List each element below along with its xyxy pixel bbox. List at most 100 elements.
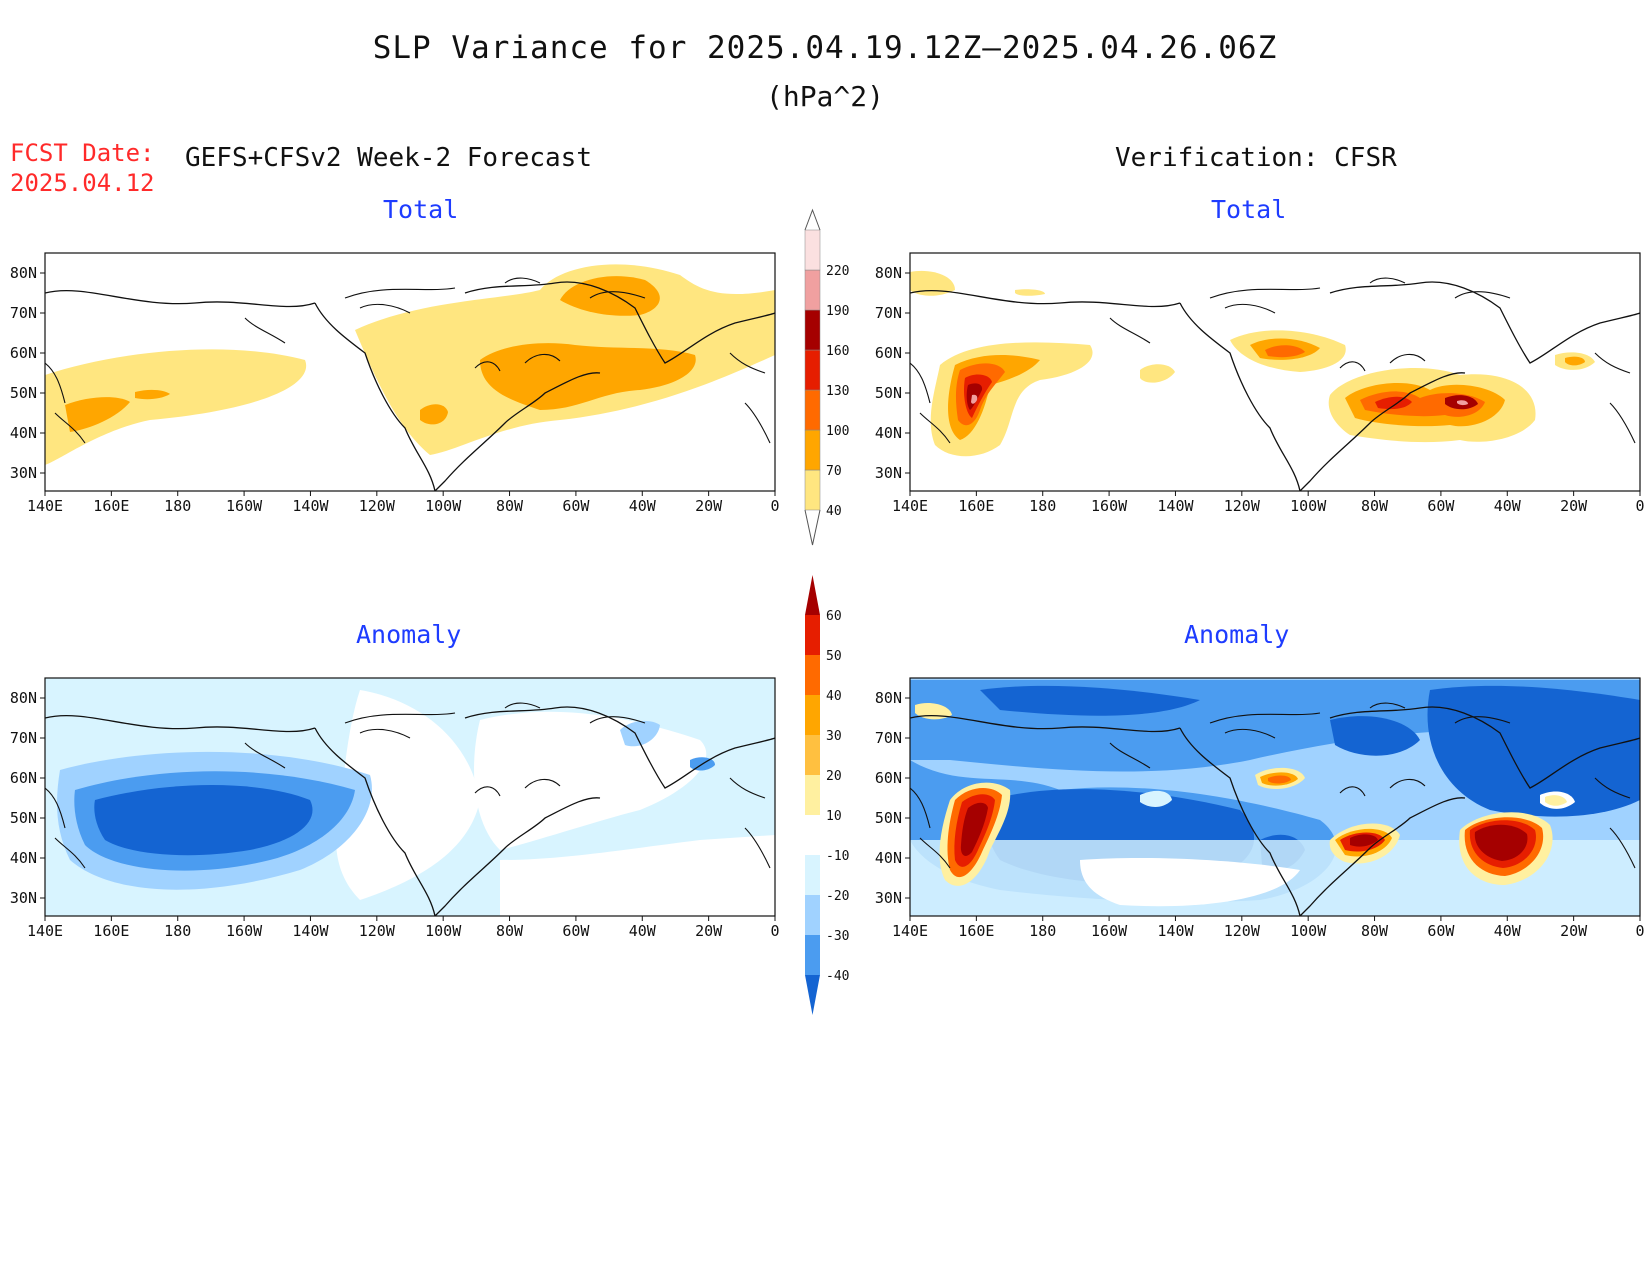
lon-tick-label: 40W <box>1494 497 1522 515</box>
colorbar-total-label: 100 <box>826 424 849 439</box>
lon-tick-label: 160W <box>1091 922 1128 940</box>
colorbar-anomaly-swatch <box>805 855 820 895</box>
lat-tick-label: 40N <box>875 424 902 442</box>
lon-tick-label: 20W <box>1560 497 1588 515</box>
lon-tick-label: 180 <box>1029 497 1056 515</box>
lon-tick-label: 160W <box>1091 497 1128 515</box>
lat-tick-label: 70N <box>10 304 37 322</box>
lon-tick-label: 160E <box>958 922 994 940</box>
colorbar-total-label: 130 <box>826 384 849 399</box>
colorbar-anomaly-swatch <box>805 655 820 695</box>
map-total-verification <box>910 253 1640 491</box>
colorbar-anomaly-swatch <box>805 695 820 735</box>
lon-tick-label: 60W <box>1427 922 1455 940</box>
colorbar-anomaly-swatch <box>805 735 820 775</box>
frame-bottom-left <box>44 677 776 917</box>
map-total-forecast <box>45 253 775 491</box>
fcst-date: FCST Date: 2025.04.12 <box>10 138 155 198</box>
colorbar-anomaly-label: 10 <box>826 809 842 824</box>
colorbar-anomaly-swatch <box>805 815 820 855</box>
lon-tick-label: 160E <box>93 922 129 940</box>
lat-tick-label: 70N <box>875 729 902 747</box>
colorbar-total-label: 40 <box>826 504 842 519</box>
lon-tick-label: 60W <box>1427 497 1455 515</box>
lon-tick-label: 20W <box>695 922 723 940</box>
lon-tick-label: 140E <box>892 497 928 515</box>
colorbar-total-label: 160 <box>826 344 849 359</box>
lat-tick-label: 50N <box>875 809 902 827</box>
lon-tick-label: 140W <box>1157 497 1194 515</box>
lon-tick-label: 140W <box>1157 922 1194 940</box>
frame-top-right <box>909 252 1641 492</box>
lon-tick-label: 140E <box>27 922 63 940</box>
colorbar-total-label: 220 <box>826 264 849 279</box>
colorbar-total-cap <box>804 509 821 546</box>
lat-tick-label: 30N <box>10 889 37 907</box>
lon-tick-label: 100W <box>425 922 462 940</box>
lon-tick-label: 140W <box>292 497 329 515</box>
lat-tick-label: 80N <box>875 689 902 707</box>
panel-title-top-left: Total <box>383 195 459 224</box>
colorbar-anomaly-label: -30 <box>826 929 849 944</box>
lon-tick-label: 120W <box>359 497 396 515</box>
colorbar-anomaly-swatch <box>805 775 820 815</box>
lat-tick-label: 60N <box>10 344 37 362</box>
lon-tick-label: 180 <box>164 922 191 940</box>
colorbar-total-swatch <box>804 389 821 431</box>
lon-tick-label: 140E <box>27 497 63 515</box>
colorbar-anomaly-label: -10 <box>826 849 849 864</box>
lat-tick-label: 80N <box>10 264 37 282</box>
colorbar-total-swatch <box>804 309 821 351</box>
colorbar-anomaly-label: 60 <box>826 609 842 624</box>
forecast-header: GEFS+CFSv2 Week-2 Forecast <box>185 143 592 173</box>
colorbar-total: 40 70 100 130 160 190 220 <box>804 208 849 546</box>
lat-tick-label: 70N <box>10 729 37 747</box>
colorbar-anomaly-label: 50 <box>826 649 842 664</box>
lat-tick-label: 60N <box>875 344 902 362</box>
lon-tick-label: 0 <box>1635 922 1644 940</box>
colorbar-total-swatch <box>804 469 821 511</box>
panel-title-top-right: Total <box>1211 195 1287 224</box>
colorbar-total-label: 70 <box>826 464 842 479</box>
frame-top-left <box>44 252 776 492</box>
fcst-date-label: FCST Date: <box>10 139 155 167</box>
colorbar-anomaly-label: 30 <box>826 729 842 744</box>
lon-tick-label: 120W <box>1224 497 1261 515</box>
colorbar-anomaly-swatch <box>805 895 820 935</box>
colorbar-total-swatch <box>804 269 821 311</box>
colorbar-total-label: 190 <box>826 304 849 319</box>
axes-bottom-right: 80N 70N 60N 50N 40N 30N 140E 160E 180 160W 140W 12… <box>875 689 1645 940</box>
lon-tick-label: 100W <box>1290 497 1327 515</box>
lon-tick-label: 20W <box>1560 922 1588 940</box>
lon-tick-label: 80W <box>496 922 524 940</box>
lat-tick-label: 50N <box>10 384 37 402</box>
lon-tick-label: 60W <box>562 922 590 940</box>
colorbar-anomaly-cap <box>805 975 820 1015</box>
panel-title-bottom-left: Anomaly <box>356 620 462 649</box>
units-label: (hPa^2) <box>765 80 884 113</box>
lon-tick-label: 40W <box>629 922 657 940</box>
lon-tick-label: 160E <box>958 497 994 515</box>
colorbar-anomaly-label: 40 <box>826 689 842 704</box>
map-anomaly-verification <box>910 678 1640 916</box>
lon-tick-label: 60W <box>562 497 590 515</box>
lat-tick-label: 50N <box>10 809 37 827</box>
chart-title: SLP Variance for 2025.04.19.12Z–2025.04.… <box>372 30 1278 66</box>
lon-tick-label: 160W <box>226 922 263 940</box>
lat-tick-label: 40N <box>10 424 37 442</box>
map-anomaly-forecast <box>45 678 775 916</box>
lon-tick-label: 80W <box>496 497 524 515</box>
colorbar-total-swatch <box>804 229 821 271</box>
lat-tick-label: 30N <box>875 464 902 482</box>
lat-tick-label: 50N <box>875 384 902 402</box>
colorbar-anomaly-label: -20 <box>826 889 849 904</box>
colorbar-total-swatch <box>804 429 821 471</box>
lon-tick-label: 80W <box>1361 922 1389 940</box>
colorbar-anomaly-label: -40 <box>826 969 849 984</box>
lon-tick-label: 160E <box>93 497 129 515</box>
lat-tick-label: 70N <box>875 304 902 322</box>
verification-header: Verification: CFSR <box>1115 143 1397 173</box>
axes-bottom-left: 80N 70N 60N 50N 40N 30N 140E 160E 180 160W 140W 12… <box>10 689 780 940</box>
lon-tick-label: 160W <box>226 497 263 515</box>
lat-tick-label: 80N <box>875 264 902 282</box>
